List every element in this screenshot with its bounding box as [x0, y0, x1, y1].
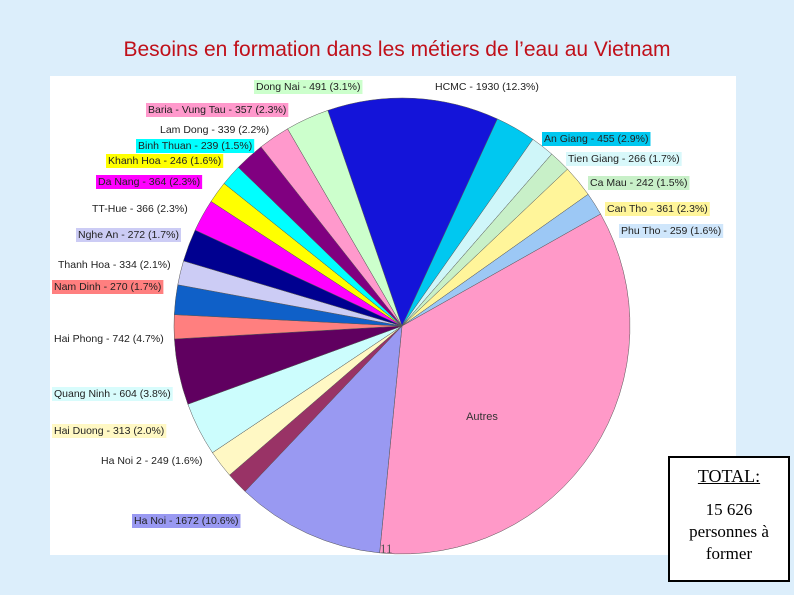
slice-label-bg-phu-tho [619, 224, 724, 238]
slice-label-dong-nai: Dong Nai - 491 (3.1%) [256, 81, 360, 93]
slice-label-khanh-hoa: Khanh Hoa - 246 (1.6%) [108, 155, 221, 167]
page-number: 11 [380, 541, 393, 556]
pie-slice-hcmc [327, 97, 498, 327]
slice-label-bg-baria-vung-tau [146, 103, 289, 117]
slice-label-bg-ca-mau [588, 176, 690, 190]
slice-label-nam-dinh: Nam Dinh - 270 (1.7%) [54, 281, 161, 293]
slice-label-ha-noi: Ha Noi - 1672 (10.6%) [134, 515, 238, 527]
slice-label-phu-tho: Phu Tho - 259 (1.6%) [621, 225, 721, 237]
slice-label-bg-quang-ninh [52, 387, 173, 401]
slice-label-group-hai-phong: Hai Phong - 742 (4.7%) [54, 333, 164, 345]
slice-label-bg-binh-thuan [136, 139, 255, 153]
slice-label-group-hai-duong: Hai Duong - 313 (2.0%) [52, 424, 167, 438]
slice-label-group-phu-tho: Phu Tho - 259 (1.6%) [619, 224, 724, 238]
slice-label-bg-ha-noi [132, 514, 241, 528]
slice-label-an-giang: An Giang - 455 (2.9%) [544, 133, 648, 145]
slice-label-bg-nghe-an [76, 228, 181, 242]
pie-slice-dong-nai [287, 110, 403, 327]
slice-label-group-ha-noi: Ha Noi - 1672 (10.6%) [132, 514, 241, 528]
slice-label-group-quang-ninh: Quang Ninh - 604 (3.8%) [52, 387, 173, 401]
slice-label-ca-mau: Ca Mau - 242 (1.5%) [590, 177, 687, 189]
slice-label-group-tt-hue: TT-Hue - 366 (2.3%) [92, 203, 188, 215]
pie-chart: HCMC - 1930 (12.3%) An Giang - 455 (2.9%)… [52, 80, 724, 555]
slice-label-tien-giang: Tien Giang - 266 (1.7%) [568, 153, 680, 165]
chart-panel: HCMC - 1930 (12.3%) An Giang - 455 (2.9%)… [50, 76, 736, 555]
slice-label-bg-an-giang [542, 132, 651, 146]
slice-label-nghe-an: Nghe An - 272 (1.7%) [78, 229, 179, 241]
slice-label-group-nam-dinh: Nam Dinh - 270 (1.7%) [52, 280, 164, 294]
slice-label-bg-khanh-hoa [106, 154, 224, 168]
slice-label-hai-duong: Hai Duong - 313 (2.0%) [54, 425, 164, 437]
slice-label-autres: Autres [466, 411, 498, 423]
total-value: 15 626 personnes à former [689, 500, 769, 563]
slice-label-group-ha-noi-2: Ha Noi 2 - 249 (1.6%) [101, 455, 203, 467]
slice-label-can-tho: Can Tho - 361 (2.3%) [607, 203, 708, 215]
slice-label-binh-thuan: Binh Thuan - 239 (1.5%) [138, 140, 252, 152]
pie-slice-ha-noi [244, 325, 403, 554]
slice-label-bg-dong-nai [254, 80, 363, 94]
pie-slice-autres [379, 213, 631, 555]
slice-label-group-ca-mau: Ca Mau - 242 (1.5%) [588, 176, 690, 190]
slice-label-group-lam-dong: Lam Dong - 339 (2.2%) [160, 124, 269, 136]
slice-label-group-hcmc: HCMC - 1930 (12.3%) [435, 81, 539, 93]
total-label: TOTAL: [697, 466, 761, 486]
total-box: TOTAL: 15 626 personnes à former [668, 456, 790, 582]
slice-label-group-khanh-hoa: Khanh Hoa - 246 (1.6%) [106, 154, 224, 168]
slice-label-group-tien-giang: Tien Giang - 266 (1.7%) [566, 152, 682, 166]
slice-label-bg-can-tho [605, 202, 710, 216]
slice-label-bg-tien-giang [566, 152, 682, 166]
slice-label-da-nang: Da Nang - 364 (2.3%) [98, 176, 200, 188]
chart-title: Besoins en formation dans les métiers de… [123, 38, 671, 61]
slice-label-group-binh-thuan: Binh Thuan - 239 (1.5%) [136, 139, 255, 153]
slice-label-group-thanh-hoa: Thanh Hoa - 334 (2.1%) [58, 259, 171, 271]
slice-label-group-nghe-an: Nghe An - 272 (1.7%) [76, 228, 181, 242]
slice-label-group-an-giang: An Giang - 455 (2.9%) [542, 132, 651, 146]
slice-label-ha-noi-2: Ha Noi 2 - 249 (1.6%) [101, 455, 203, 467]
slice-label-group-baria-vung-tau: Baria - Vung Tau - 357 (2.3%) [146, 103, 289, 117]
slice-label-hai-phong: Hai Phong - 742 (4.7%) [54, 333, 164, 345]
slice-label-group-da-nang: Da Nang - 364 (2.3%) [96, 175, 203, 189]
slice-label-quang-ninh: Quang Ninh - 604 (3.8%) [54, 388, 171, 400]
slice-label-bg-nam-dinh [52, 280, 164, 294]
slice-label-thanh-hoa: Thanh Hoa - 334 (2.1%) [58, 259, 171, 271]
slice-label-group-dong-nai: Dong Nai - 491 (3.1%) [254, 80, 363, 94]
slice-label-bg-hai-duong [52, 424, 167, 438]
slice-label-baria-vung-tau: Baria - Vung Tau - 357 (2.3%) [148, 104, 286, 116]
slice-label-bg-da-nang [96, 175, 203, 189]
slice-label-lam-dong: Lam Dong - 339 (2.2%) [160, 124, 269, 136]
slice-label-group-can-tho: Can Tho - 361 (2.3%) [605, 202, 710, 216]
slice-label-tt-hue: TT-Hue - 366 (2.3%) [92, 203, 188, 215]
slice-label-hcmc: HCMC - 1930 (12.3%) [435, 81, 539, 93]
